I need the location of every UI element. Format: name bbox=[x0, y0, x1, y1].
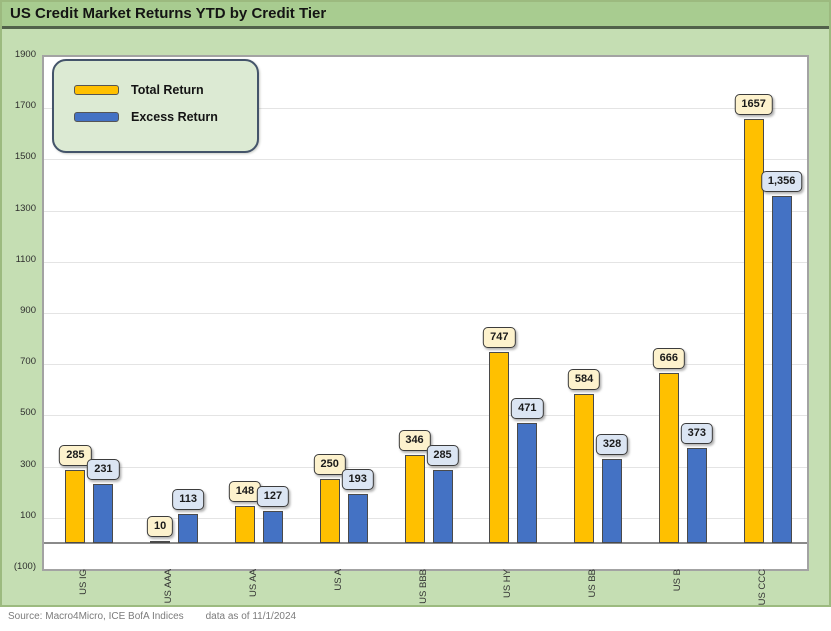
bar-total-return bbox=[319, 479, 340, 544]
value-label-total-return: 285 bbox=[59, 445, 92, 467]
value-label-total-return: 747 bbox=[483, 327, 516, 349]
bar-excess-return bbox=[262, 510, 283, 544]
category-label: US BB bbox=[587, 569, 599, 598]
bar-excess-return bbox=[771, 196, 792, 544]
value-label-total-return: 250 bbox=[313, 454, 346, 476]
gridline bbox=[44, 415, 807, 417]
bar-excess-return bbox=[347, 493, 368, 544]
chart-title: US Credit Market Returns YTD by Credit T… bbox=[10, 5, 327, 22]
legend-item-total-return: Total Return bbox=[74, 83, 204, 97]
y-tick-label: 1500 bbox=[14, 151, 36, 163]
y-tick-label: 1900 bbox=[14, 49, 36, 60]
value-label-excess-return: 231 bbox=[87, 459, 120, 481]
value-label-total-return: 584 bbox=[567, 368, 601, 390]
value-label-total-return: 666 bbox=[652, 347, 686, 369]
bar-excess-return bbox=[517, 422, 538, 544]
bar-total-return bbox=[65, 470, 86, 544]
bar-excess-return bbox=[93, 484, 114, 544]
bar-total-return bbox=[234, 505, 255, 544]
value-label-excess-return: 193 bbox=[341, 468, 374, 490]
gridline bbox=[44, 210, 807, 212]
bar-total-return bbox=[658, 372, 679, 544]
y-tick-label: 1300 bbox=[14, 202, 36, 214]
total-return-swatch-icon bbox=[74, 85, 119, 95]
value-label-excess-return: 328 bbox=[595, 434, 629, 456]
y-tick-label: 300 bbox=[20, 458, 36, 470]
legend-item-excess-return: Excess Return bbox=[74, 110, 218, 124]
bar-excess-return bbox=[432, 470, 453, 544]
excess-return-swatch-icon bbox=[74, 112, 119, 122]
value-label-excess-return: 471 bbox=[511, 397, 544, 419]
legend-label-excess-return: Excess Return bbox=[131, 110, 218, 124]
gridline bbox=[44, 313, 807, 314]
source-text: Source: Macro4Micro, ICE BofA Indices bbox=[8, 611, 184, 622]
y-tick-label: 700 bbox=[20, 356, 36, 368]
gridline bbox=[44, 108, 807, 110]
category-label: US CCC bbox=[756, 569, 768, 606]
bar-total-return bbox=[574, 393, 595, 544]
bar-excess-return bbox=[686, 447, 707, 544]
value-label-total-return: 10 bbox=[147, 515, 174, 537]
y-tick-label: 1100 bbox=[15, 253, 36, 265]
chart-panel: US Credit Market Returns YTD by Credit T… bbox=[0, 0, 831, 607]
bar-total-return bbox=[489, 352, 510, 544]
value-label-excess-return: 373 bbox=[680, 422, 714, 444]
bar-excess-return bbox=[178, 514, 199, 544]
y-tick-label: 500 bbox=[20, 407, 36, 419]
source-note: Source: Macro4Micro, ICE BofA Indices dat… bbox=[8, 611, 296, 622]
value-label-excess-return: 127 bbox=[256, 485, 290, 507]
gridline bbox=[44, 261, 807, 263]
bar-total-return bbox=[743, 119, 764, 544]
x-axis-line bbox=[44, 542, 807, 545]
bar-excess-return bbox=[602, 459, 623, 544]
legend: Total Return Excess Return bbox=[52, 59, 259, 153]
value-label-excess-return: 113 bbox=[172, 489, 205, 511]
value-label-total-return: 148 bbox=[228, 480, 262, 502]
value-label-total-return: 346 bbox=[398, 429, 431, 451]
y-tick-label: 900 bbox=[20, 305, 36, 316]
gridline bbox=[44, 364, 807, 366]
bar-total-return bbox=[150, 540, 171, 544]
y-tick-label: 100 bbox=[20, 509, 36, 521]
gridline bbox=[44, 517, 807, 519]
category-label: US HY bbox=[502, 569, 514, 599]
plot-area: 285 10 148 250 346 747 584 666 1657 231 113 127 193 2… bbox=[42, 55, 809, 571]
gridline bbox=[44, 159, 807, 161]
y-tick-label: 1700 bbox=[14, 100, 36, 112]
value-label-excess-return: 1,356 bbox=[760, 171, 803, 193]
legend-label-total-return: Total Return bbox=[131, 83, 204, 97]
gridline bbox=[44, 466, 807, 468]
value-label-total-return: 1657 bbox=[734, 94, 773, 116]
y-tick-label: (100) bbox=[13, 561, 36, 572]
bar-total-return bbox=[404, 454, 425, 544]
title-bar: US Credit Market Returns YTD by Credit T… bbox=[2, 2, 829, 29]
as-of-text: data as of 11/1/2024 bbox=[205, 611, 297, 622]
category-label: US A bbox=[332, 569, 344, 591]
category-label: US B bbox=[671, 569, 683, 592]
value-label-excess-return: 285 bbox=[426, 445, 459, 467]
category-label: US BBB bbox=[417, 569, 429, 604]
